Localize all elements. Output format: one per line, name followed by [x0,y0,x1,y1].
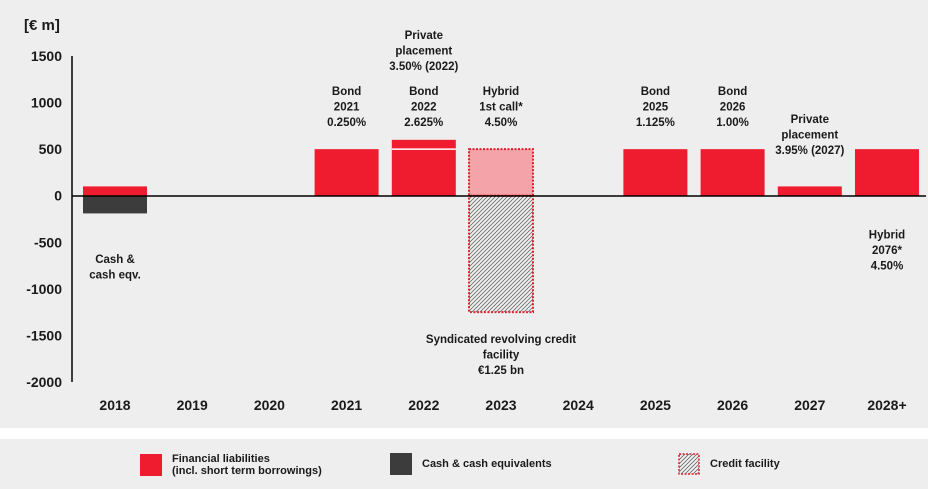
annotation-2023: Hybrid 1st call* 4.50% [479,86,523,129]
annotation-line: 2021 [334,102,360,114]
annotation-line: facility [483,349,520,361]
y-tick-label: -500 [34,234,62,250]
bar-cash-2018 [83,195,147,214]
y-tick-label: -1000 [26,281,62,297]
y-tick-label: 1500 [31,48,62,64]
annotation-line: 2022 [411,102,437,114]
annotation-line: 2025 [643,102,669,114]
annotation-line: 0.250% [327,117,366,129]
annotation-2022: Bond 2022 2.625% [404,86,443,129]
x-tick-label: 2022 [408,397,439,413]
annotation-line: Cash & [95,254,135,266]
annotation-line: Hybrid [483,86,519,98]
bar-financial-liabilities-2021 [314,149,379,196]
annotation-line: placement [395,46,452,58]
legend-item-cash: Cash & cash equivalents [390,453,552,475]
x-tick-label: 2023 [485,397,516,413]
annotation-2027: Private placement 3.95% (2027) [775,114,844,157]
y-tick-label: -1500 [26,327,62,343]
annotation-2028+: Hybrid 2076* 4.50% [869,230,905,273]
legend-swatch-credit-facility [678,453,700,475]
bars [83,139,919,314]
x-tick-label: 2027 [794,397,825,413]
y-tick-label: -2000 [26,374,62,390]
annotation-line: cash eqv. [89,269,141,281]
legend-label-financial-liabilities: Financial liabilities (incl. short term … [172,453,322,477]
x-tick-label: 2026 [717,397,748,413]
bar-financial-liabilities-2018 [83,186,147,196]
y-tick-label: 0 [54,188,62,204]
annotation-line: 4.50% [871,261,904,273]
annotation-line: 4.50% [485,117,518,129]
legend-swatch-financial-liabilities [140,454,162,476]
annotation-2026: Bond 2026 1.00% [716,86,749,129]
legend-swatch-cash [390,453,412,475]
annotation-2022: Private placement 3.50% (2022) [389,30,458,73]
bar-financial-liabilities-2026 [700,149,765,196]
y-tick-label: 1000 [31,95,62,111]
annotation-2018: Cash & cash eqv. [89,254,141,282]
bar-financial-liabilities-2022 [391,149,456,196]
annotation-2023: Syndicated revolving credit facility €1.25… [426,334,576,377]
x-tick-label: 2018 [99,397,130,413]
legend-item-financial-liabilities: Financial liabilities (incl. short term … [140,453,322,477]
legend-item-credit-facility: Credit facility [678,453,780,475]
annotation-2025: Bond 2025 1.125% [636,86,675,129]
x-tick-label: 2028+ [867,397,906,413]
annotation-line: Bond [641,86,670,98]
unit-label: [€ m] [24,17,60,34]
annotation-line: Private [405,30,443,42]
x-tick-label: 2024 [563,397,594,413]
annotation-line: placement [781,130,838,142]
annotation-2021: Bond 2021 0.250% [327,86,366,129]
x-axis-labels: 2018 2019 2020 2021 2022 2023 2024 2025 2026 2027… [99,397,906,413]
annotation-line: 2.625% [404,117,443,129]
x-tick-label: 2019 [177,397,208,413]
annotation-line: 2026 [720,102,746,114]
x-tick-label: 2021 [331,397,362,413]
chart-area: [€ m] 1500 1000 500 0 -500 -1000 -1500 -2000 20… [0,0,928,428]
legend-label-cash: Cash & cash equivalents [422,458,552,470]
annotation-line: Bond [718,86,747,98]
annotation-line: Syndicated revolving credit [426,334,576,346]
annotation-line: 1.00% [716,117,749,129]
annotation-line: Bond [332,86,361,98]
x-tick-label: 2025 [640,397,671,413]
annotation-line: 3.95% (2027) [775,145,844,157]
bar-financial-liabilities-2027 [777,186,842,196]
annotation-line: €1.25 bn [478,365,524,377]
bar-credit-facility-negative-2023 [468,194,534,314]
legend: Financial liabilities (incl. short term … [0,439,928,489]
bar-financial-liabilities-2028+ [855,149,919,196]
annotation-line: Private [791,114,829,126]
legend-label-credit-facility: Credit facility [710,458,780,470]
y-axis-ticks: 1500 1000 500 0 -500 -1000 -1500 -2000 [26,48,62,390]
x-tick-label: 2020 [254,397,285,413]
annotation-line: 2076* [872,245,903,257]
annotation-line: 1.125% [636,117,675,129]
chart-svg: [€ m] 1500 1000 500 0 -500 -1000 -1500 -2000 20… [24,17,926,413]
bar-financial-liabilities-2025 [623,149,688,196]
annotations: Cash & cash eqv. Bond 2021 0.250% Private plac… [89,30,905,377]
annotation-line: Bond [409,86,438,98]
annotation-line: 1st call* [479,102,523,114]
bar-credit-facility-positive-2023 [468,148,534,197]
bar-financial-liabilities-2022 [391,139,456,150]
annotation-line: 3.50% (2022) [389,61,458,73]
annotation-line: Hybrid [869,230,905,242]
y-tick-label: 500 [39,141,63,157]
